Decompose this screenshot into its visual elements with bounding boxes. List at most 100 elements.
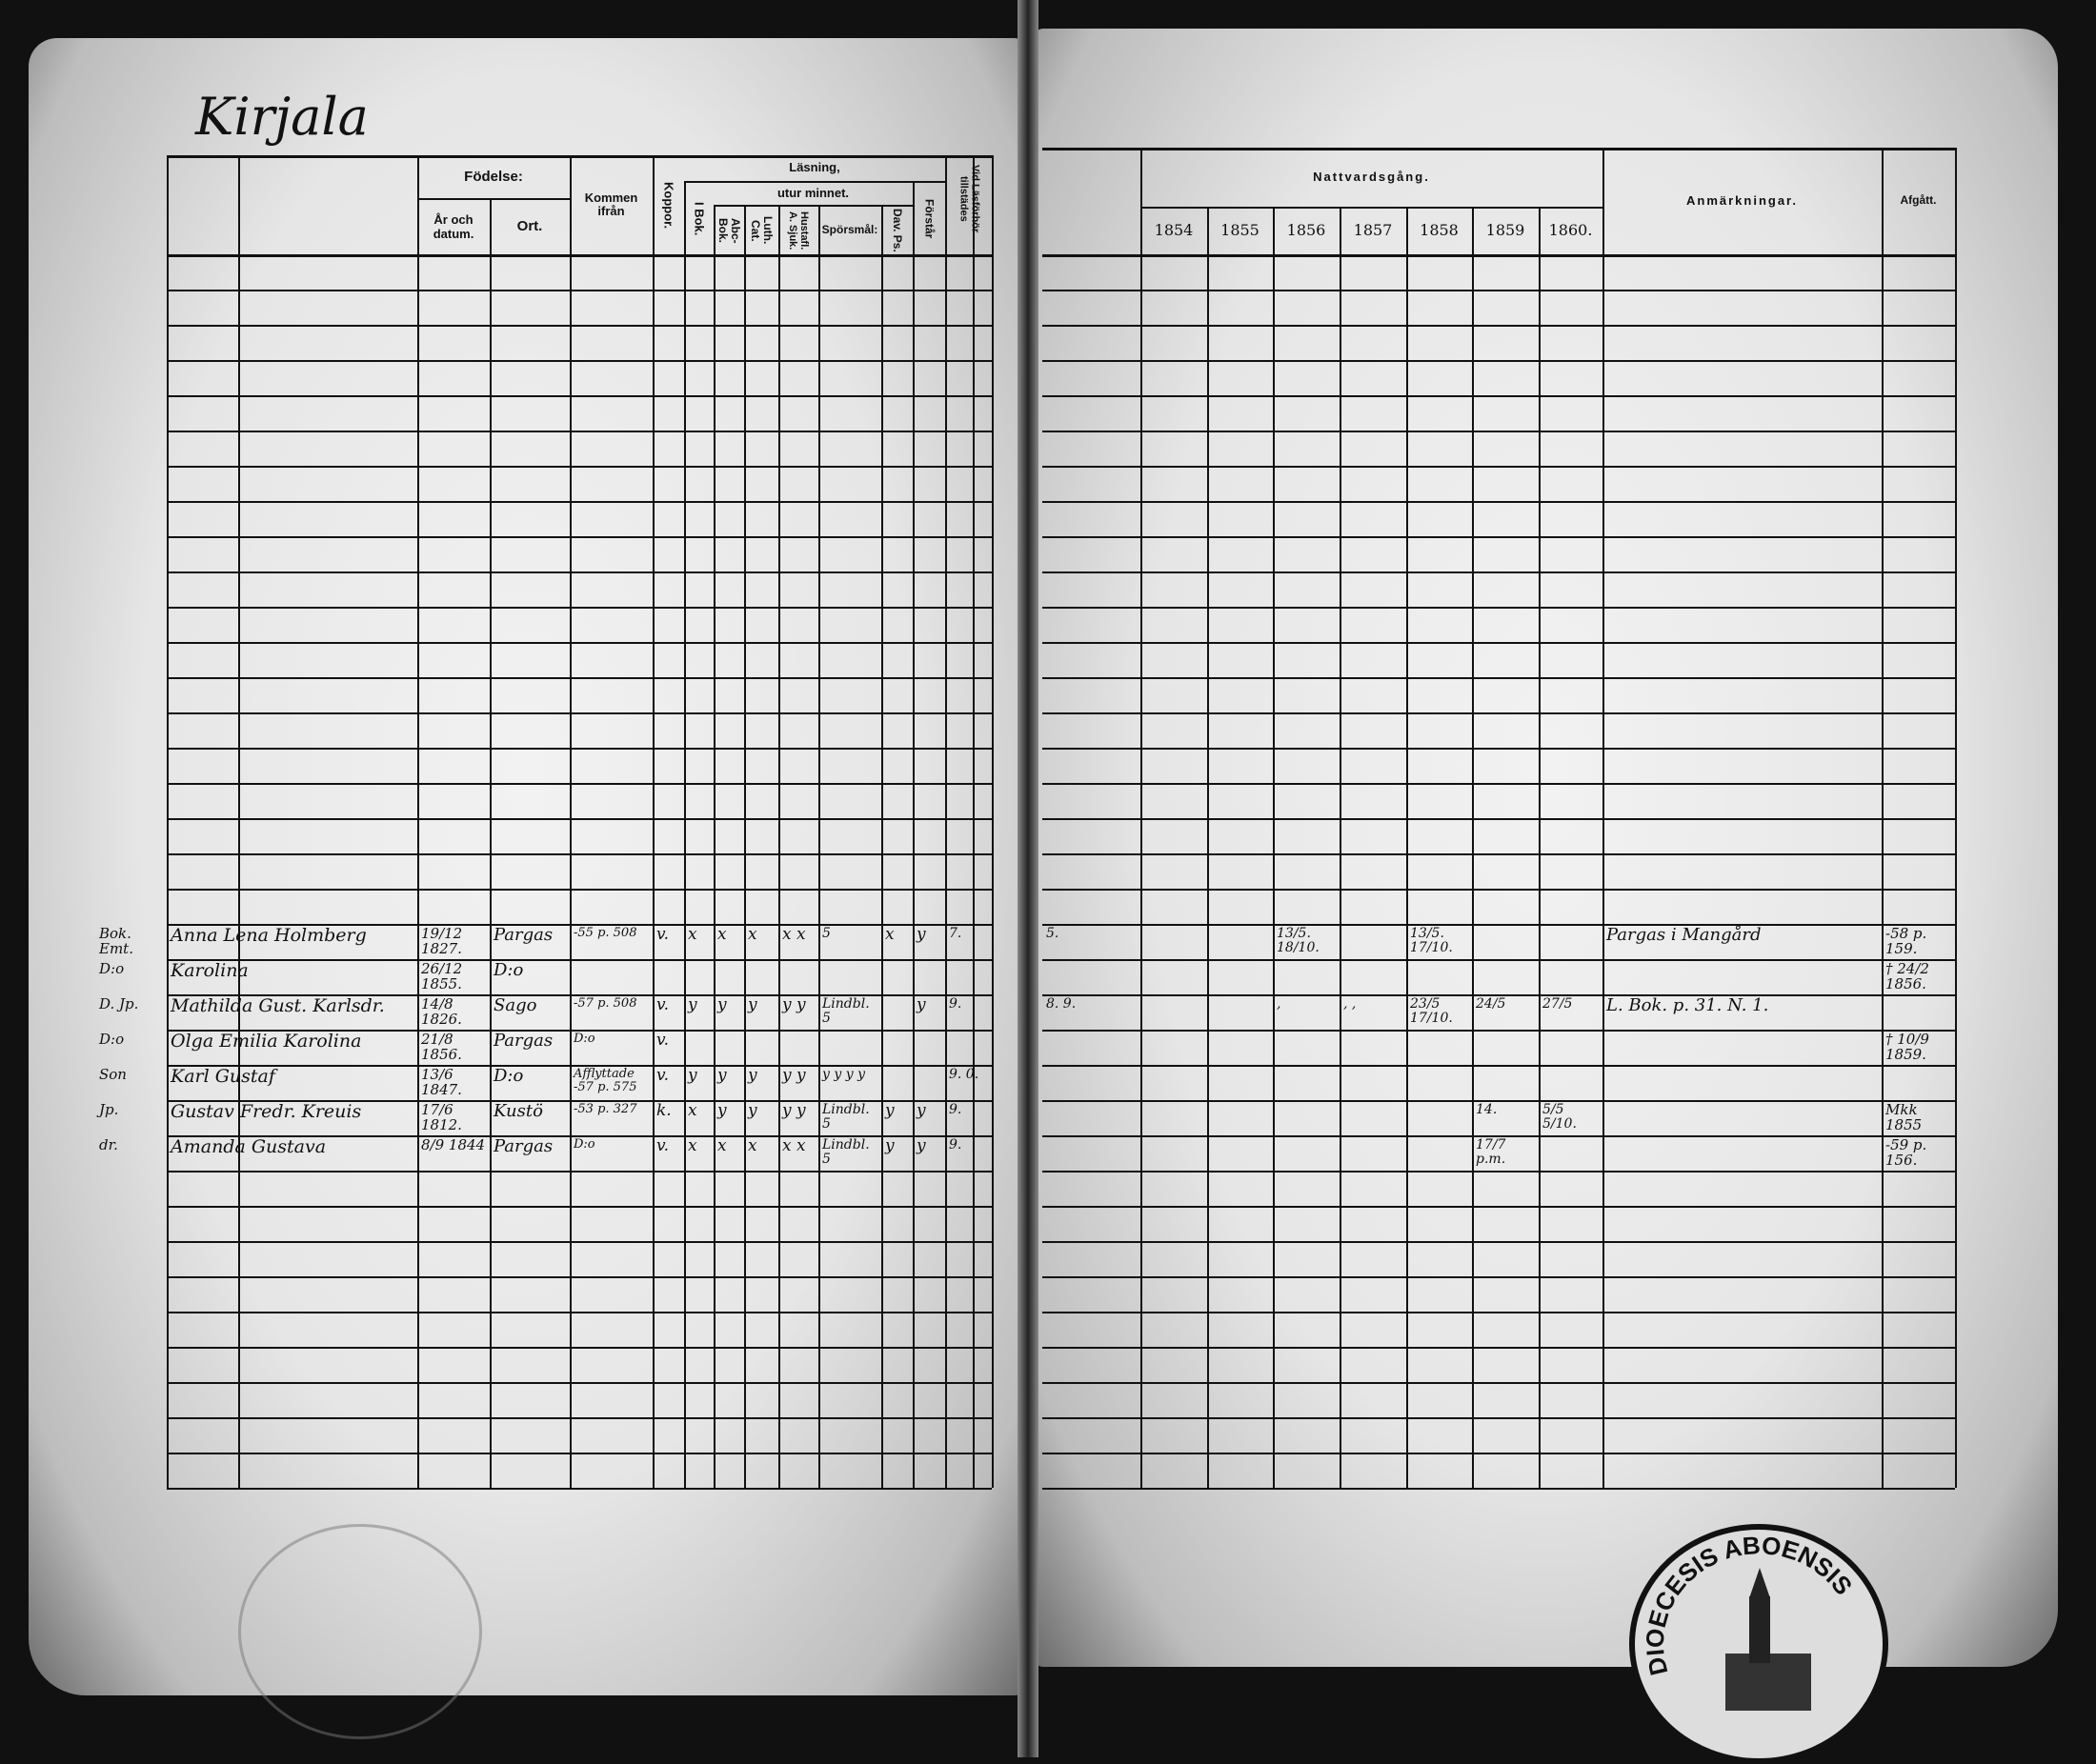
- row-line: [167, 360, 992, 362]
- column-line: [238, 155, 240, 1488]
- entry-y1860: 5/5 5/10.: [1542, 1102, 1577, 1132]
- row-line: [1042, 536, 1955, 538]
- column-line: [818, 205, 820, 1488]
- row-line: [1042, 959, 1955, 961]
- row-line: [167, 501, 992, 503]
- entry-hustafl: y y: [782, 1066, 806, 1085]
- entry-anm: Pargas i Mangård: [1606, 925, 1762, 945]
- column-line: [570, 155, 572, 1488]
- row-line: [167, 1382, 992, 1384]
- entry-pre: 8. 9.: [1046, 996, 1077, 1012]
- row-line: [1042, 290, 1955, 291]
- entry-koppor: v.: [656, 925, 669, 944]
- header-afgatt: Afgått.: [1900, 193, 1937, 208]
- entry-place: Pargas: [494, 1136, 554, 1156]
- table-top-border: [1042, 148, 1955, 150]
- row-line: [1042, 924, 1955, 926]
- header-ar: År och datum.: [433, 212, 474, 241]
- entry-sporsmal: 5: [822, 926, 831, 941]
- row-line: [167, 853, 992, 855]
- entry-hustafl: x x: [782, 925, 806, 944]
- entry-place: Sago: [494, 995, 537, 1015]
- place-title: Kirjala: [195, 87, 369, 147]
- entry-luth: y: [748, 1101, 757, 1120]
- row-line: [1042, 994, 1955, 996]
- row-line: [167, 889, 992, 891]
- row-line: [1042, 571, 1955, 573]
- entry-forstar: y: [917, 925, 926, 944]
- row-line: [1042, 360, 1955, 362]
- entry-hustafl: y y: [782, 1101, 806, 1120]
- row-line: [1042, 1312, 1955, 1313]
- entry-forstar: y: [917, 995, 926, 1014]
- rule-line: [684, 181, 945, 183]
- header-utur: utur minnet.: [776, 186, 850, 201]
- entry-from: -53 p. 327: [574, 1102, 637, 1116]
- row-line: [1042, 1135, 1955, 1137]
- header-year: 1855: [1220, 221, 1260, 240]
- column-line: [1207, 207, 1209, 1488]
- row-line: [1042, 889, 1955, 891]
- faded-stamp: [238, 1524, 482, 1739]
- entry-abc: y: [717, 995, 727, 1014]
- header-hustafl: Hustafl. A. Sjuk.: [787, 210, 811, 251]
- row-line: [1042, 607, 1955, 609]
- row-line: [167, 1488, 992, 1490]
- row-line: [167, 290, 992, 291]
- header-abc: Abc-Bok.: [716, 217, 743, 244]
- row-line: [167, 1030, 992, 1032]
- entry-y1858: 23/5 17/10.: [1410, 996, 1453, 1026]
- row-line: [167, 642, 992, 644]
- row-line: [1042, 431, 1955, 432]
- rule-line: [1140, 207, 1602, 209]
- row-line: [167, 325, 992, 327]
- entry-koppor: v.: [656, 1136, 669, 1155]
- entry-hustafl: x x: [782, 1136, 806, 1155]
- entry-prefix: D. Jp.: [99, 995, 139, 1012]
- column-line: [1955, 148, 1957, 1488]
- column-line: [1472, 207, 1474, 1488]
- diocese-stamp: DIOECESIS ABOENSIS: [1629, 1524, 1888, 1764]
- entry-from: D:o: [574, 1032, 595, 1046]
- row-line: [167, 818, 992, 820]
- entry-koppor: v.: [656, 995, 669, 1014]
- column-line: [417, 155, 419, 1488]
- entry-date: 8/9 1844: [421, 1136, 486, 1153]
- row-line: [167, 677, 992, 679]
- entry-sporsmal: Lindbl. 5: [822, 1102, 870, 1132]
- row-line: [1042, 1276, 1955, 1278]
- column-line: [653, 155, 655, 1488]
- column-line: [973, 155, 975, 1488]
- entry-prefix: Jp.: [99, 1101, 119, 1118]
- row-line: [167, 1312, 992, 1313]
- entry-i-bok: x: [688, 925, 697, 944]
- column-line: [992, 155, 994, 1488]
- column-line: [744, 205, 746, 1488]
- entry-prefix: D:o: [99, 960, 125, 977]
- header-ort: Ort.: [516, 218, 543, 235]
- entry-koppor: v.: [656, 1066, 669, 1085]
- column-line: [490, 200, 492, 1488]
- column-line: [167, 155, 169, 1488]
- entry-name: Anna Lena Holmberg: [171, 925, 367, 946]
- entry-luth: y: [748, 1066, 757, 1085]
- row-line: [1042, 1171, 1955, 1173]
- entry-i-bok: y: [688, 1066, 697, 1085]
- column-line: [1406, 207, 1408, 1488]
- entry-from: -55 p. 508: [574, 926, 637, 940]
- row-line: [1042, 1488, 1955, 1490]
- row-line: [167, 1276, 992, 1278]
- row-line: [1042, 1030, 1955, 1032]
- entry-sporsmal: Lindbl. 5: [822, 1137, 870, 1167]
- header-koppor: Koppor.: [661, 182, 676, 230]
- entry-i-bok: y: [688, 995, 697, 1014]
- entry-vid: 9.: [949, 1137, 962, 1153]
- entry-afgatt: -58 p. 159.: [1885, 925, 1927, 957]
- entry-koppor: v.: [656, 1031, 669, 1050]
- left-page: [29, 38, 1024, 1695]
- entry-from: Afflyttade -57 p. 575: [574, 1067, 637, 1094]
- row-line: [167, 571, 992, 573]
- row-line: [1042, 395, 1955, 397]
- entry-prefix: D:o: [99, 1031, 125, 1048]
- entry-place: D:o: [494, 960, 524, 980]
